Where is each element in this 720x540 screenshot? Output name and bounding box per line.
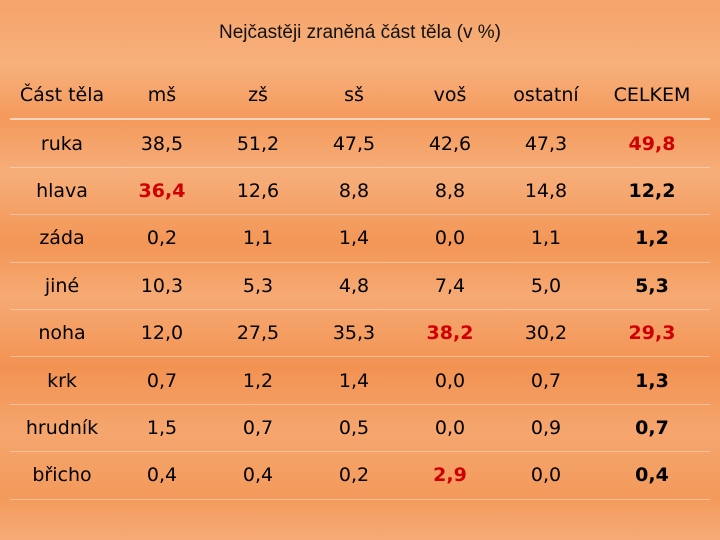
table-cell: 0,2: [306, 451, 402, 500]
table-cell: 1,5: [114, 404, 210, 453]
row-label: hlava: [10, 167, 114, 216]
table-row: záda 0,2 1,1 1,4 0,0 1,1 1,2: [10, 214, 710, 263]
table-cell: 0,4: [114, 451, 210, 500]
total-cell: 5,3: [594, 262, 710, 310]
row-label: ruka: [10, 119, 114, 168]
table-cell: 5,3: [210, 262, 306, 310]
table-cell: 0,0: [402, 214, 498, 263]
table-cell: 1,1: [498, 214, 594, 263]
table-cell: 0,4: [210, 451, 306, 500]
table-cell: 10,3: [114, 262, 210, 310]
column-header: mš: [114, 72, 210, 121]
total-cell: 1,2: [594, 214, 710, 263]
table-body: ruka 38,5 51,2 47,5 42,6 47,3 49,8 hlava 36,4 12,…: [10, 119, 710, 500]
table-row: hrudník 1,5 0,7 0,5 0,0 0,9 0,7: [10, 404, 710, 453]
table-cell: 0,0: [498, 451, 594, 500]
table-cell: 0,7: [114, 356, 210, 405]
total-cell: 1,3: [594, 356, 710, 405]
table-cell: 0,2: [114, 214, 210, 263]
table-cell: 0,0: [402, 356, 498, 405]
table-cell: 4,8: [306, 262, 402, 310]
table-cell: 12,0: [114, 309, 210, 358]
table-cell: 38,5: [114, 119, 210, 168]
table-cell: 8,8: [306, 167, 402, 216]
table-row: krk 0,7 1,2 1,4 0,0 0,7 1,3: [10, 356, 710, 405]
table-cell: 0,9: [498, 404, 594, 453]
total-cell: 0,4: [594, 451, 710, 500]
column-header: sš: [306, 72, 402, 121]
table-cell: 1,4: [306, 214, 402, 263]
column-header: voš: [402, 72, 498, 121]
total-cell: 29,3: [594, 309, 710, 358]
table-cell: 36,4: [114, 167, 210, 216]
row-label: záda: [10, 214, 114, 263]
table-cell: 2,9: [402, 451, 498, 500]
table-row: hlava 36,4 12,6 8,8 8,8 14,8 12,2: [10, 167, 710, 216]
table-cell: 47,5: [306, 119, 402, 168]
column-header: CELKEM: [594, 72, 710, 121]
table-cell: 42,6: [402, 119, 498, 168]
table-cell: 12,6: [210, 167, 306, 216]
table-row: břicho 0,4 0,4 0,2 2,9 0,0 0,4: [10, 451, 710, 500]
total-cell: 0,7: [594, 404, 710, 453]
table-row: ruka 38,5 51,2 47,5 42,6 47,3 49,8: [10, 119, 710, 168]
table-cell: 1,1: [210, 214, 306, 263]
table-cell: 38,2: [402, 309, 498, 358]
table-cell: 1,4: [306, 356, 402, 405]
table-cell: 0,7: [498, 356, 594, 405]
column-header: Část těla: [10, 72, 114, 121]
table-cell: 5,0: [498, 262, 594, 310]
column-header: zš: [210, 72, 306, 121]
table-cell: 51,2: [210, 119, 306, 168]
table-cell: 8,8: [402, 167, 498, 216]
table-cell: 0,0: [402, 404, 498, 453]
table-cell: 30,2: [498, 309, 594, 358]
row-label: hrudník: [10, 404, 114, 453]
row-label: noha: [10, 309, 114, 358]
column-header: ostatní: [498, 72, 594, 121]
total-cell: 12,2: [594, 167, 710, 216]
chart-title: Nejčastěji zraněná část těla (v %): [219, 22, 501, 43]
table-cell: 1,2: [210, 356, 306, 405]
injury-table: Část těla mš zš sš voš ostatní CELKEM ru…: [10, 72, 710, 500]
table-cell: 0,5: [306, 404, 402, 453]
table-cell: 14,8: [498, 167, 594, 216]
table-row: noha 12,0 27,5 35,3 38,2 30,2 29,3: [10, 309, 710, 358]
row-label: břicho: [10, 451, 114, 500]
table-cell: 0,7: [210, 404, 306, 453]
row-label: jiné: [10, 262, 114, 310]
table-row: jiné 10,3 5,3 4,8 7,4 5,0 5,3: [10, 262, 710, 310]
header-row: Část těla mš zš sš voš ostatní CELKEM: [10, 72, 710, 121]
table-cell: 35,3: [306, 309, 402, 358]
row-label: krk: [10, 356, 114, 405]
table-cell: 7,4: [402, 262, 498, 310]
table-cell: 27,5: [210, 309, 306, 358]
table-cell: 47,3: [498, 119, 594, 168]
total-cell: 49,8: [594, 119, 710, 168]
